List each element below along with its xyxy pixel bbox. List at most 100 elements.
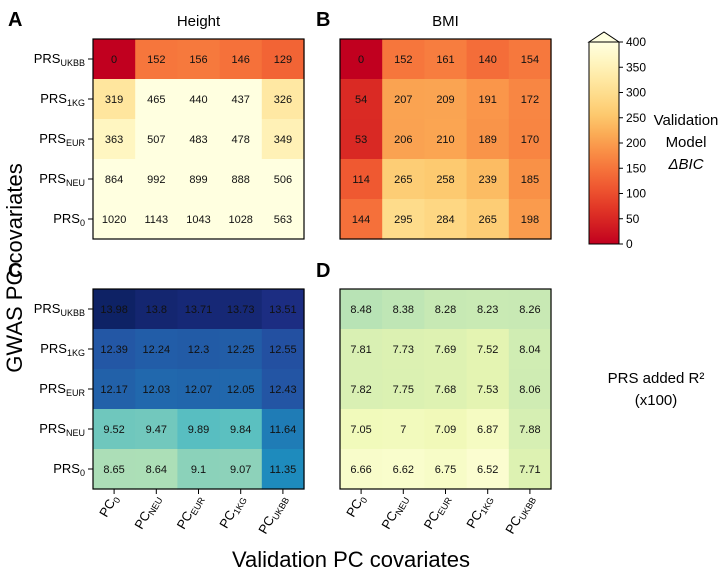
heatmap-cell bbox=[424, 409, 468, 450]
heatmap-cell bbox=[508, 79, 552, 120]
y-tick-label: PRS0 bbox=[53, 461, 85, 478]
y-tick-label-sub: UKBB bbox=[60, 308, 85, 318]
cell-label: 7.52 bbox=[477, 344, 498, 356]
x-tick-label: PCEUR bbox=[174, 492, 208, 533]
heatmap-cell bbox=[219, 39, 263, 80]
cell-label: 465 bbox=[147, 94, 165, 106]
cell-label: 0 bbox=[111, 54, 117, 66]
cell-label: 7.88 bbox=[519, 424, 540, 436]
cell-label: 12.05 bbox=[227, 384, 255, 396]
heatmap-cell bbox=[340, 159, 383, 200]
heatmap-cell bbox=[93, 289, 136, 330]
cell-label: 7.81 bbox=[350, 344, 371, 356]
cell-label: 507 bbox=[147, 134, 165, 146]
heatmap-cell bbox=[219, 159, 263, 200]
heatmap-cell bbox=[177, 409, 221, 450]
heatmap-cell bbox=[93, 199, 136, 240]
heatmap-cell bbox=[508, 409, 552, 450]
y-tick-label: PRSNEU bbox=[39, 421, 85, 438]
cell-label: 9.84 bbox=[230, 424, 251, 436]
heatmap-cell bbox=[382, 39, 425, 80]
cell-label: 363 bbox=[105, 134, 123, 146]
heatmap-cell bbox=[382, 289, 425, 330]
x-tick-label: PCNEU bbox=[378, 492, 411, 533]
heatmap-cell bbox=[177, 329, 221, 370]
cell-label: 7.69 bbox=[435, 344, 456, 356]
cell-label: 54 bbox=[355, 94, 367, 106]
cell-label: 9.07 bbox=[230, 464, 251, 476]
heatmap-cell bbox=[219, 199, 263, 240]
x-tick-label: PCUKBB bbox=[502, 492, 538, 537]
colorbar-bic-title-line: ΔBIC bbox=[667, 156, 703, 173]
heatmap-cell bbox=[261, 159, 305, 200]
heatmap-cell bbox=[261, 329, 305, 370]
cell-label: 140 bbox=[479, 54, 497, 66]
cell-label: 161 bbox=[436, 54, 454, 66]
colorbar-bic-tick-label: 100 bbox=[626, 187, 646, 201]
heatmap-cell bbox=[135, 79, 178, 120]
cell-label: 7.82 bbox=[350, 384, 371, 396]
heatmap-cell bbox=[424, 449, 468, 490]
cell-label: 146 bbox=[232, 54, 250, 66]
heatmap-cell bbox=[382, 79, 425, 120]
y-tick-label-sub: 1KG bbox=[67, 98, 85, 108]
colorbar-bic-tick-label: 250 bbox=[626, 111, 646, 125]
panel-title: BMI bbox=[432, 13, 459, 30]
x-tick-label-sub: 1KG bbox=[478, 496, 496, 517]
heatmap-cell bbox=[177, 449, 221, 490]
cell-label: 8.26 bbox=[519, 304, 540, 316]
cell-label: 6.52 bbox=[477, 464, 498, 476]
cell-label: 7.09 bbox=[435, 424, 456, 436]
panel-frame bbox=[339, 38, 552, 240]
heatmap-cell bbox=[466, 119, 510, 160]
heatmap-cell bbox=[135, 119, 178, 160]
y-tick-label-sub: UKBB bbox=[60, 58, 85, 68]
y-tick-label-main: PRS bbox=[34, 301, 61, 316]
panel-letter: A bbox=[8, 9, 22, 31]
cell-label: 239 bbox=[479, 174, 497, 186]
heatmap-cell bbox=[466, 79, 510, 120]
heatmap-cell bbox=[424, 369, 468, 410]
cell-label: 9.52 bbox=[103, 424, 124, 436]
y-axis-title: GWAS PC covariates bbox=[2, 163, 27, 372]
colorbar-r2: PRS added R² (x100) bbox=[608, 370, 705, 409]
x-tick-label-sub: NEU bbox=[393, 496, 411, 517]
y-tick-label: PRSEUR bbox=[39, 131, 85, 148]
heatmap-cell bbox=[382, 449, 425, 490]
cell-label: 899 bbox=[189, 174, 207, 186]
heatmap-cell bbox=[219, 449, 263, 490]
cell-label: 7.05 bbox=[350, 424, 371, 436]
heatmap-cell bbox=[424, 199, 468, 240]
cell-label: 185 bbox=[521, 174, 539, 186]
cell-label: 12.17 bbox=[100, 384, 128, 396]
cell-label: 209 bbox=[436, 94, 454, 106]
heatmap-cell bbox=[466, 369, 510, 410]
y-tick-label: PRSUKBB bbox=[34, 301, 85, 318]
heatmap-cell bbox=[93, 39, 136, 80]
heatmap-cell bbox=[135, 369, 178, 410]
colorbar-bic-title-line: Model bbox=[666, 134, 707, 151]
cell-label: 154 bbox=[521, 54, 539, 66]
heatmap-cell bbox=[261, 369, 305, 410]
cell-label: 258 bbox=[436, 174, 454, 186]
cell-label: 563 bbox=[274, 214, 292, 226]
y-tick-label: PRSUKBB bbox=[34, 51, 85, 68]
cell-label: 8.06 bbox=[519, 384, 540, 396]
cell-label: 8.38 bbox=[393, 304, 414, 316]
heatmap-cell bbox=[340, 329, 383, 370]
cell-label: 1043 bbox=[186, 214, 210, 226]
cell-label: 9.89 bbox=[188, 424, 209, 436]
cell-label: 9.1 bbox=[191, 464, 206, 476]
y-tick-label-main: PRS bbox=[40, 341, 67, 356]
heatmap-cell bbox=[219, 119, 263, 160]
heatmap-cell bbox=[177, 159, 221, 200]
cell-label: 1028 bbox=[228, 214, 252, 226]
cell-label: 206 bbox=[394, 134, 412, 146]
cell-label: 13.51 bbox=[269, 304, 297, 316]
cell-label: 114 bbox=[352, 174, 370, 186]
x-tick-label: PC0 bbox=[96, 492, 122, 520]
cell-label: 7.71 bbox=[519, 464, 540, 476]
cell-label: 172 bbox=[521, 94, 539, 106]
heatmap-cell bbox=[424, 329, 468, 370]
panel-a: 0 152 156 146 129 319 465 440 437 326 363 507 483 478… bbox=[8, 9, 305, 240]
